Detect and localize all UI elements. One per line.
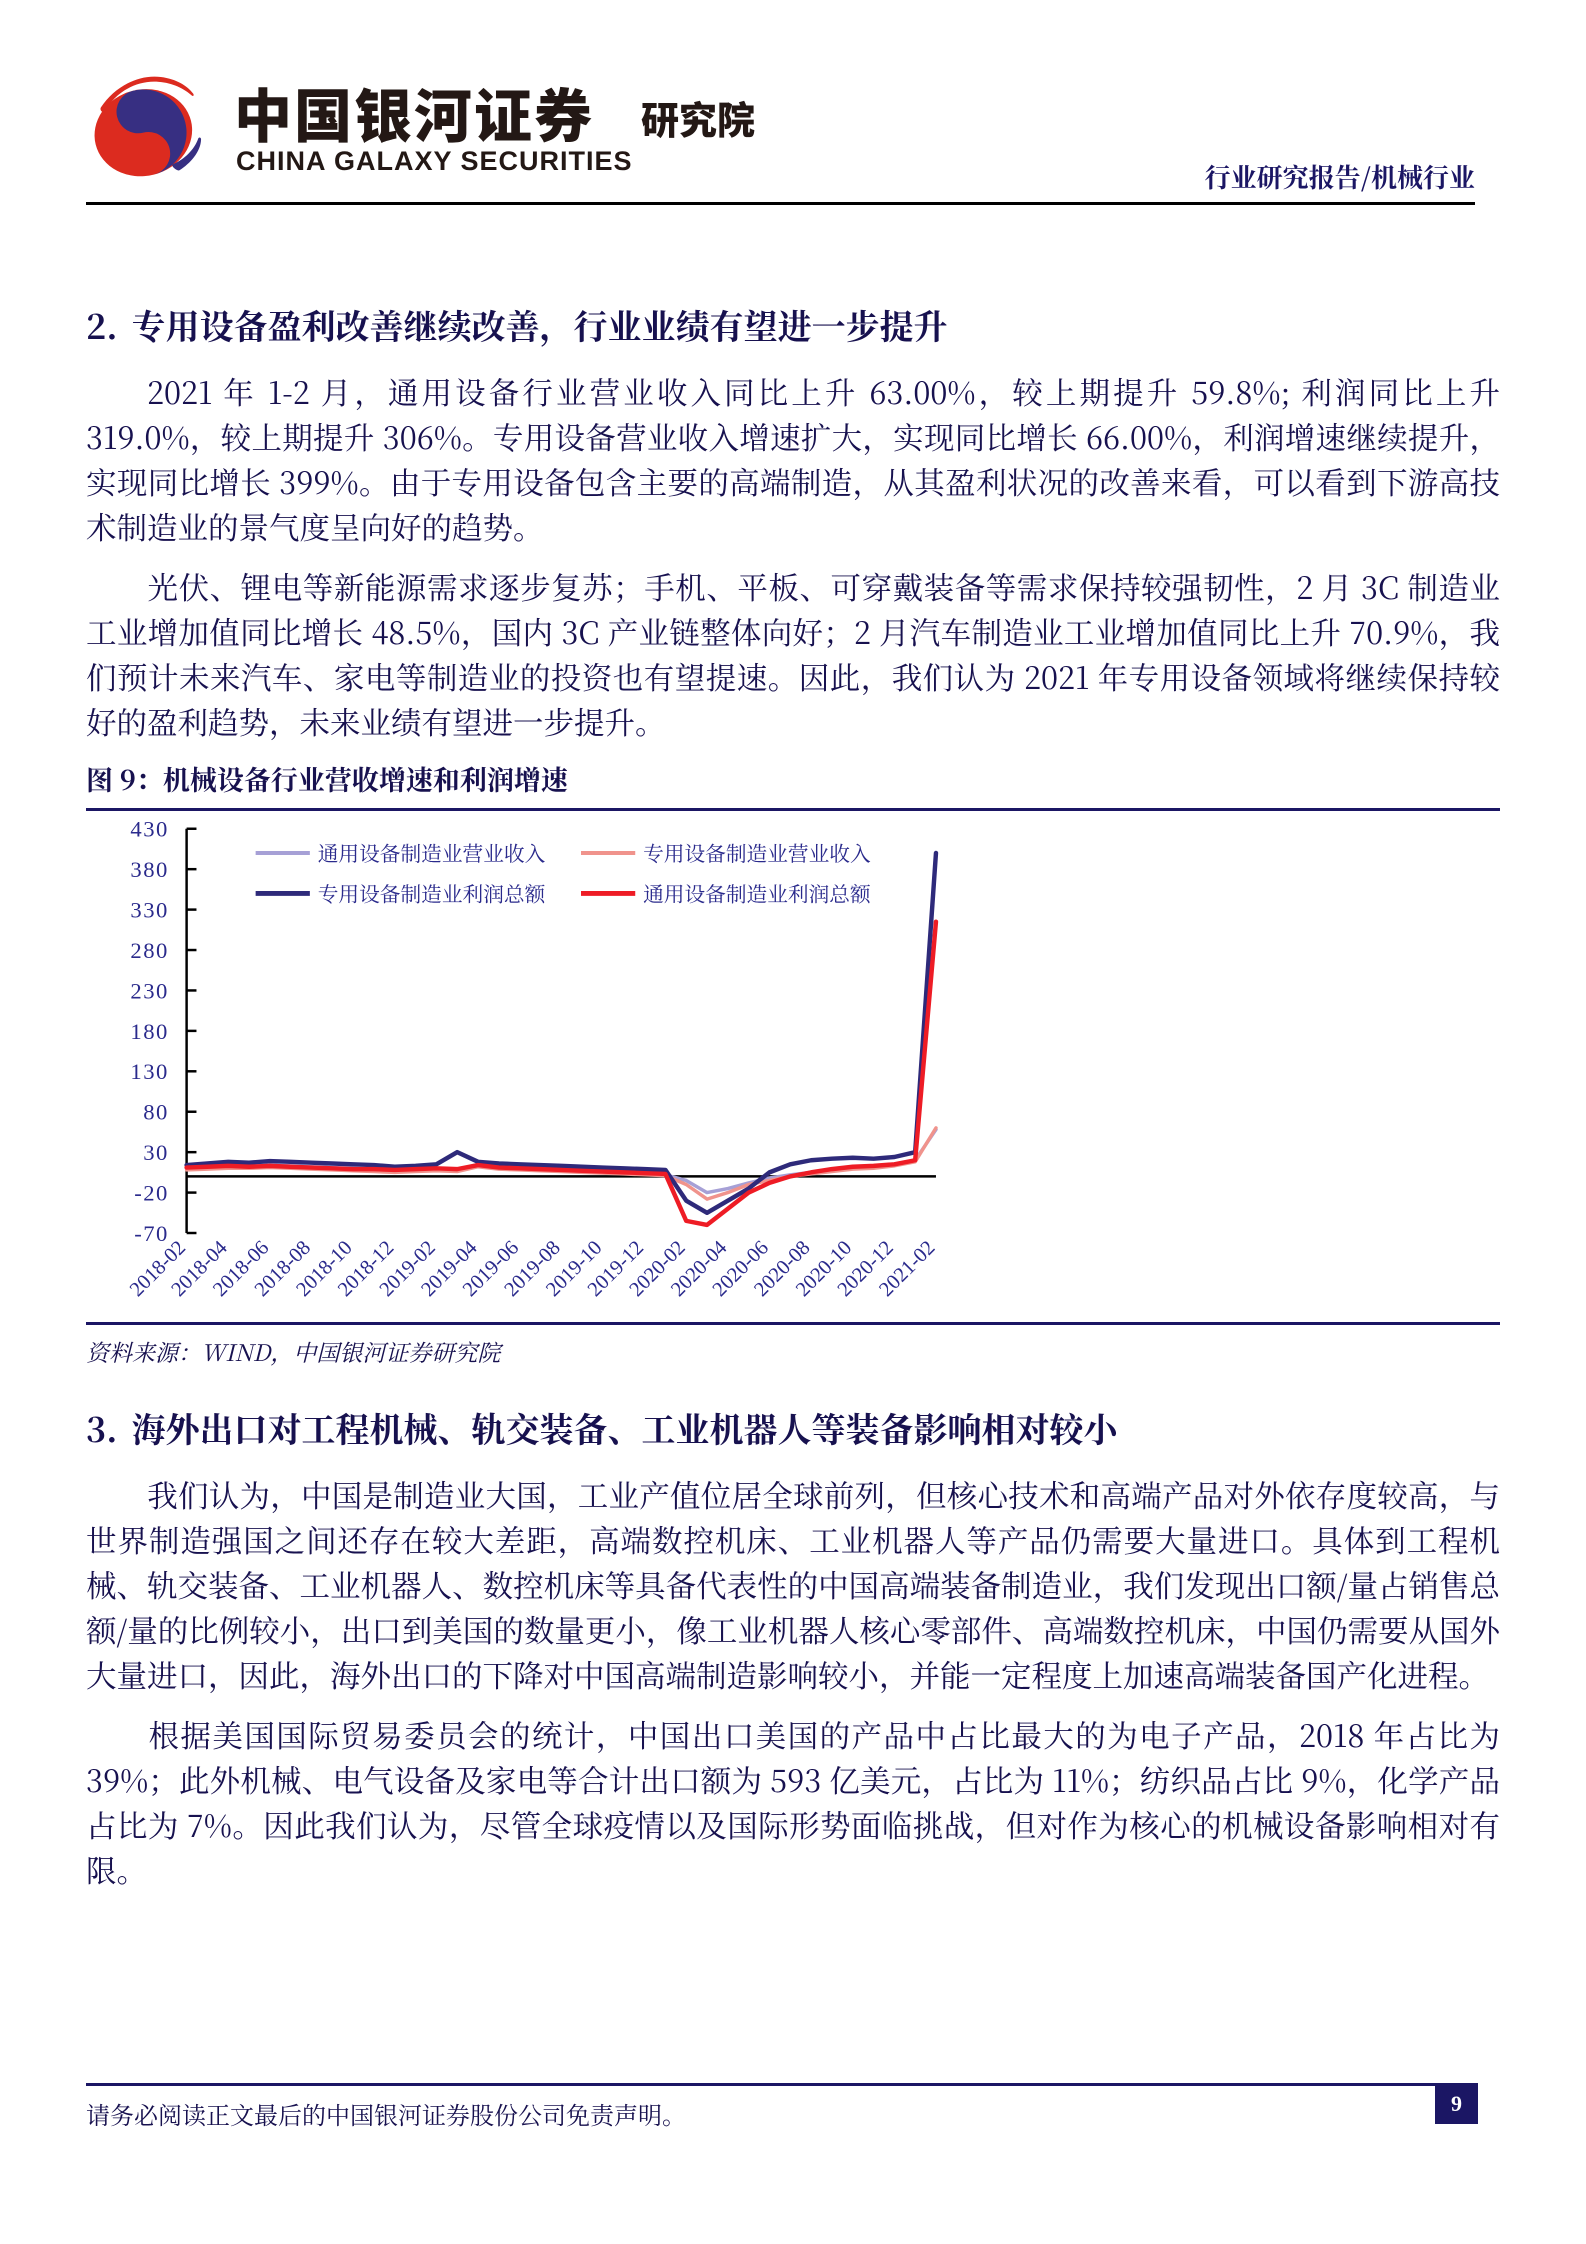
svg-text:430: 430 [130,817,168,842]
svg-text:专用设备制造业营业收入: 专用设备制造业营业收入 [643,837,871,867]
svg-text:280: 280 [130,938,168,963]
svg-text:-20: -20 [134,1180,169,1205]
svg-text:330: 330 [130,897,168,922]
svg-text:80: 80 [143,1100,169,1125]
svg-text:130: 130 [130,1059,168,1084]
svg-text:230: 230 [130,978,168,1003]
svg-text:通用设备制造业利润总额: 通用设备制造业利润总额 [643,877,871,907]
svg-text:通用设备制造业营业收入: 通用设备制造业营业收入 [318,837,546,867]
svg-text:380: 380 [130,857,168,882]
svg-text:-70: -70 [134,1221,169,1246]
svg-text:180: 180 [130,1019,168,1044]
svg-text:专用设备制造业利润总额: 专用设备制造业利润总额 [318,877,546,907]
svg-text:30: 30 [143,1140,169,1165]
